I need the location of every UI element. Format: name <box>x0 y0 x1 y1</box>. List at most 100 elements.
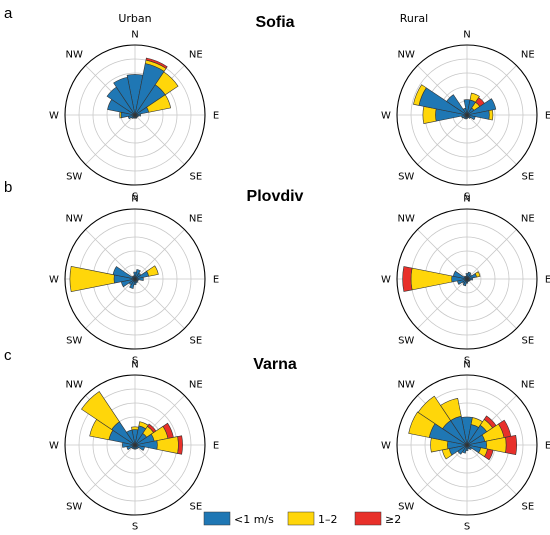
grid-spoke <box>417 278 468 329</box>
bar-mid-sector-2 <box>154 71 179 96</box>
direction-label-s: S <box>132 192 138 203</box>
bar-mid-sector-3 <box>474 271 481 278</box>
direction-label-sw: SW <box>66 335 82 346</box>
site-title-plovdiv: Plovdiv <box>247 188 304 205</box>
bar-low-sector-4 <box>466 277 473 281</box>
outer-circle <box>396 44 538 186</box>
direction-label-ne: NE <box>189 380 203 391</box>
direction-label-w: W <box>49 441 59 452</box>
grid-spoke <box>417 444 468 495</box>
grid-spoke <box>134 229 185 280</box>
bar-low-sector-15 <box>113 76 136 116</box>
direction-label-se: SE <box>521 171 534 182</box>
bar-high-sector-5 <box>484 448 494 461</box>
direction-label-s: S <box>464 192 470 203</box>
direction-label-se: SE <box>189 171 202 182</box>
bar-mid-sector-14 <box>417 395 452 430</box>
panel-letter-b: b <box>4 179 12 196</box>
legend-swatch-low <box>203 511 231 526</box>
direction-label-se: SE <box>189 501 202 512</box>
direction-label-e: E <box>545 275 550 286</box>
grid-spoke <box>85 444 136 495</box>
direction-label-sw: SW <box>66 501 82 512</box>
legend-swatch-high <box>354 511 382 526</box>
bar-low-sector-4 <box>134 113 141 117</box>
column-title-urban: Urban <box>118 12 151 25</box>
grid-spoke <box>85 229 136 280</box>
grid-spoke <box>85 114 136 165</box>
panel-letter-a: a <box>4 5 13 22</box>
wind-rose-varna-urban: N NE E SE S SW W NW <box>49 360 219 533</box>
outer-circle <box>396 374 538 516</box>
outer-circle <box>64 208 206 350</box>
direction-label-n: N <box>463 194 470 205</box>
bar-low-sector-4 <box>134 277 144 281</box>
direction-label-sw: SW <box>398 171 414 182</box>
wind-rose-varna-rural: N NE E SE S SW W NW <box>381 360 550 533</box>
bar-mid-sector-3 <box>146 265 159 277</box>
outer-circle <box>396 208 538 350</box>
direction-label-s: S <box>132 356 138 367</box>
grid-spoke <box>134 114 185 165</box>
wind-rose-plovdiv-urban: N NE E SE S SW W NW <box>49 194 219 367</box>
outer-circle <box>64 374 206 516</box>
wind-rose-sofia-urban: N NE E SE S SW W NW <box>49 30 219 203</box>
bar-mid-sector-13 <box>408 411 436 438</box>
grid-spoke <box>417 114 468 165</box>
grid-spoke <box>417 229 468 280</box>
direction-label-ne: NE <box>189 214 203 225</box>
legend-label-low: <1 m/s <box>234 513 274 526</box>
outer-circle <box>64 44 206 186</box>
bar-low-sector-6 <box>466 444 473 451</box>
direction-label-w: W <box>381 441 391 452</box>
direction-label-w: W <box>49 275 59 286</box>
grid-spoke <box>134 444 185 495</box>
direction-label-ne: NE <box>521 380 535 391</box>
bar-high-sector-12 <box>402 266 413 292</box>
legend-label-high: ≥2 <box>385 513 401 526</box>
wind-roses: NNEESESSWWNWNNEESESSWWNWNNEESESSWWNWNNEE… <box>49 30 550 533</box>
bar-low-sector-14 <box>446 94 468 116</box>
bar-low-sector-13 <box>452 270 468 280</box>
bar-low-sector-15 <box>132 275 136 280</box>
direction-label-w: W <box>49 111 59 122</box>
direction-label-nw: NW <box>398 50 415 61</box>
direction-label-n: N <box>131 360 138 371</box>
direction-label-s: S <box>464 522 470 533</box>
direction-label-sw: SW <box>398 335 414 346</box>
direction-label-n: N <box>131 194 138 205</box>
direction-label-nw: NW <box>66 380 83 391</box>
direction-label-se: SE <box>521 335 534 346</box>
wind-rose-plovdiv-rural: N NE E SE S SW W NW <box>381 194 550 367</box>
bar-mid-sector-12 <box>119 111 122 119</box>
grid-spoke <box>85 278 136 329</box>
bar-mid-sector-13 <box>413 84 427 106</box>
direction-label-s: S <box>464 356 470 367</box>
direction-label-e: E <box>545 111 550 122</box>
legend-label-mid: 1–2 <box>318 513 338 526</box>
direction-label-se: SE <box>189 335 202 346</box>
legend: <1 m/s 1–2 ≥2 <box>203 511 401 526</box>
direction-label-nw: NW <box>398 214 415 225</box>
bar-mid-sector-3 <box>146 94 172 113</box>
direction-label-ne: NE <box>189 50 203 61</box>
direction-label-sw: SW <box>66 171 82 182</box>
direction-label-n: N <box>131 30 138 41</box>
bar-high-sector-1 <box>145 57 168 69</box>
bar-mid-sector-4 <box>488 109 494 121</box>
bar-low-sector-15 <box>462 107 468 116</box>
direction-label-w: W <box>381 111 391 122</box>
panel-letter-c: c <box>4 347 12 364</box>
column-title-rural: Rural <box>400 12 428 25</box>
bar-high-sector-4 <box>505 434 517 456</box>
grid-spoke <box>466 278 517 329</box>
direction-label-sw: SW <box>398 501 414 512</box>
bar-high-sector-4 <box>177 435 183 455</box>
direction-label-e: E <box>213 111 219 122</box>
direction-label-e: E <box>213 441 219 452</box>
direction-label-se: SE <box>521 501 534 512</box>
direction-label-e: E <box>213 275 219 286</box>
bar-low-sector-3 <box>466 98 497 116</box>
direction-label-nw: NW <box>398 380 415 391</box>
